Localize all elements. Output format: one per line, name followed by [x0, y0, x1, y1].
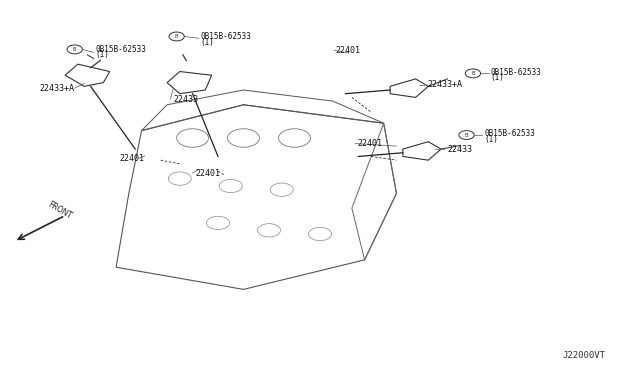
Text: 22401: 22401 [336, 46, 361, 55]
Text: B: B [465, 132, 468, 138]
Text: 22401: 22401 [119, 154, 144, 163]
Text: (1): (1) [201, 38, 214, 46]
Text: 0B15B-62533: 0B15B-62533 [491, 68, 541, 77]
Text: (1): (1) [96, 51, 109, 60]
Text: B: B [175, 34, 179, 39]
Text: 0B15B-62533: 0B15B-62533 [484, 129, 535, 138]
Text: 22401: 22401 [357, 139, 382, 148]
Text: 0B15B-62533: 0B15B-62533 [96, 45, 147, 54]
Text: 22433: 22433 [173, 95, 198, 104]
Text: J22000VT: J22000VT [562, 350, 605, 359]
Text: (1): (1) [484, 135, 499, 144]
Text: (1): (1) [491, 73, 505, 82]
Text: 22433+A: 22433+A [427, 80, 462, 89]
Text: 22433+A: 22433+A [40, 84, 75, 93]
Text: B: B [73, 47, 77, 52]
Text: B: B [471, 71, 475, 76]
Text: 0B15B-62533: 0B15B-62533 [201, 32, 252, 41]
Text: FRONT: FRONT [46, 201, 73, 221]
Text: 22433: 22433 [447, 145, 472, 154]
Text: 22401: 22401 [196, 169, 221, 177]
